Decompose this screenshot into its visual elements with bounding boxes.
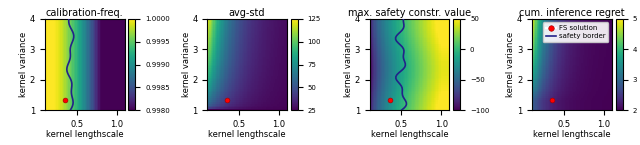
Y-axis label: kernel variance: kernel variance [506,32,515,97]
Y-axis label: kernel variance: kernel variance [19,32,28,97]
X-axis label: kernel lengthscale: kernel lengthscale [46,130,124,139]
Legend: FS solution, safety border: FS solution, safety border [543,22,608,42]
Title: calibration-freq.: calibration-freq. [46,8,124,18]
X-axis label: kernel lengthscale: kernel lengthscale [208,130,286,139]
Title: cum. inference regret: cum. inference regret [519,8,625,18]
Title: max. safety constr. value: max. safety constr. value [348,8,471,18]
Title: avg-std: avg-std [229,8,266,18]
X-axis label: kernel lengthscale: kernel lengthscale [371,130,448,139]
Y-axis label: kernel variance: kernel variance [182,32,191,97]
X-axis label: kernel lengthscale: kernel lengthscale [533,130,611,139]
Y-axis label: kernel variance: kernel variance [344,32,353,97]
